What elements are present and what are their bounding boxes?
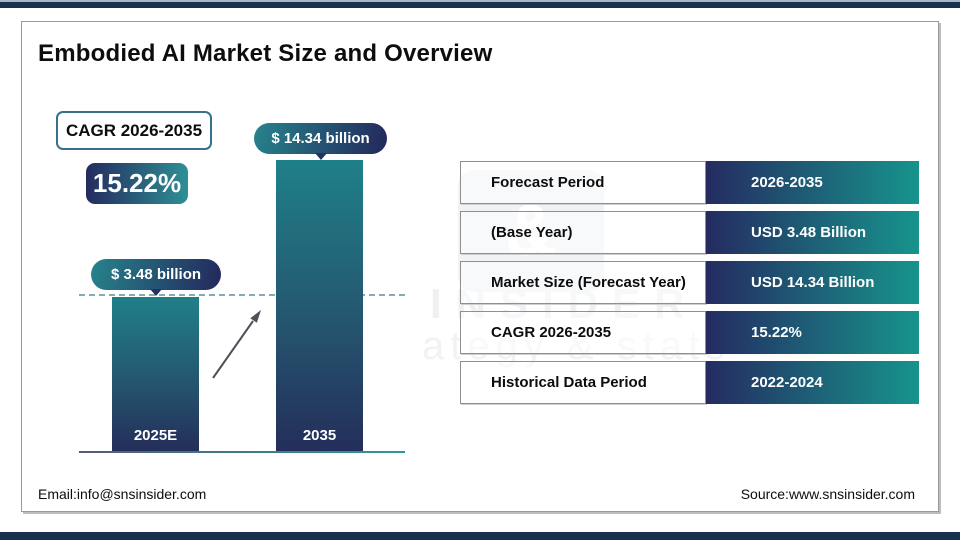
table-label-cell: (Base Year) <box>460 211 706 254</box>
table-row: CAGR 2026-2035 15.22% <box>460 311 919 354</box>
reference-dashed-line <box>79 294 405 296</box>
top-border-bar <box>0 0 960 8</box>
table-row: Forecast Period 2026-2035 <box>460 161 919 204</box>
bar-category-2025: 2025E <box>133 427 178 444</box>
source-link: Source:www.snsinsider.com <box>740 486 915 502</box>
bar-value-text-2025: $ 3.48 billion <box>110 266 202 283</box>
bar-value-text-2035: $ 14.34 billion <box>271 130 370 147</box>
cagr-label: CAGR 2026-2035 <box>65 120 203 140</box>
bar-value-label-2025: $ 3.48 billion <box>91 259 221 296</box>
table-value-text: 15.22% <box>751 324 802 341</box>
table-value-cell: USD 14.34 Billion <box>706 261 919 304</box>
table-value-text: 2026-2035 <box>751 174 823 191</box>
table-label-cell: Historical Data Period <box>460 361 706 404</box>
cagr-value: 15.22% <box>92 168 182 198</box>
bottom-border-bar <box>0 532 960 540</box>
bar-category-2035: 2035 <box>302 427 337 444</box>
table-label-cell: Market Size (Forecast Year) <box>460 261 706 304</box>
bar-value-label-2035: $ 14.34 billion <box>254 123 387 160</box>
contact-email: Email:info@snsinsider.com <box>38 486 207 502</box>
table-value-text: USD 14.34 Billion <box>751 274 875 291</box>
table-value-cell: 15.22% <box>706 311 919 354</box>
table-label-text: Historical Data Period <box>491 374 647 391</box>
summary-table: Forecast Period 2026-2035 (Base Year) US… <box>460 161 919 411</box>
chart-baseline <box>79 451 405 453</box>
table-row: (Base Year) USD 3.48 Billion <box>460 211 919 254</box>
content-frame: & INSIDER ategy & stats Embodied AI Mark… <box>21 21 939 512</box>
table-row: Historical Data Period 2022-2024 <box>460 361 919 404</box>
table-value-text: USD 3.48 Billion <box>751 224 867 241</box>
table-label-text: (Base Year) <box>491 224 573 241</box>
bar-2025: 2025E <box>112 297 199 451</box>
table-value-cell: 2026-2035 <box>706 161 919 204</box>
growth-arrow-icon <box>212 310 261 379</box>
table-value-cell: USD 3.48 Billion <box>706 211 919 254</box>
table-label-cell: Forecast Period <box>460 161 706 204</box>
bar-chart: $ 3.48 billion 2025E $ 14.34 billion 203… <box>22 22 940 513</box>
table-label-text: Market Size (Forecast Year) <box>491 274 686 291</box>
table-row: Market Size (Forecast Year) USD 14.34 Bi… <box>460 261 919 304</box>
page-title: Embodied AI Market Size and Overview <box>38 40 493 67</box>
table-label-cell: CAGR 2026-2035 <box>460 311 706 354</box>
cagr-label-box: CAGR 2026-2035 <box>56 111 212 150</box>
table-value-cell: 2022-2024 <box>706 361 919 404</box>
table-value-text: 2022-2024 <box>751 374 823 391</box>
cagr-value-badge: 15.22% <box>86 163 188 204</box>
table-label-text: CAGR 2026-2035 <box>491 324 612 341</box>
bar-2035: 2035 <box>276 160 363 451</box>
table-label-text: Forecast Period <box>491 174 605 191</box>
